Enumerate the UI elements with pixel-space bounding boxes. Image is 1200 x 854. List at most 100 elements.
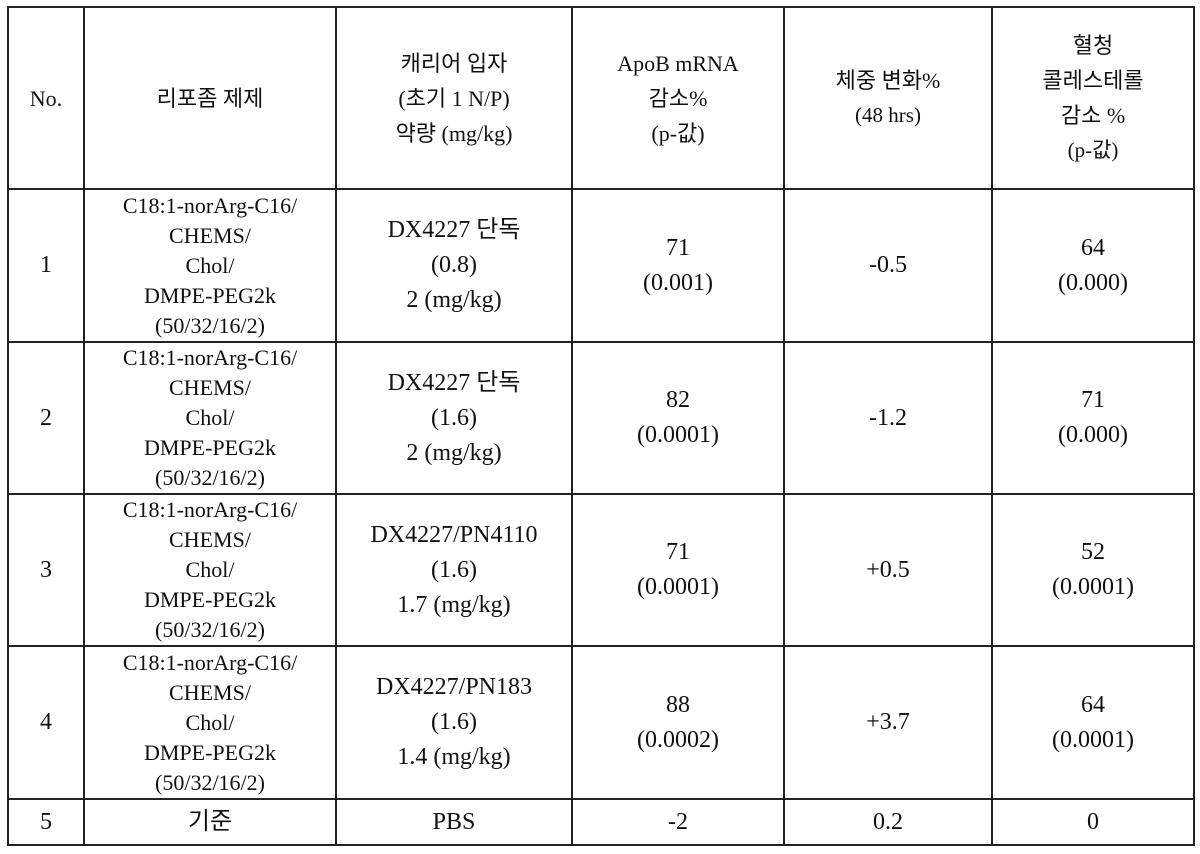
apob-pvalue: (0.0001) xyxy=(637,574,719,600)
cell-cholesterol: 0 xyxy=(991,798,1195,846)
header-formulation: 리포좀 제제 xyxy=(83,6,337,190)
carrier-line: DX4227/PN183 xyxy=(375,674,532,700)
header-formulation-text: 리포좀 제제 xyxy=(156,85,264,111)
formulation-line: Chol/ xyxy=(185,709,235,735)
header-weight: 체중 변화% (48 hrs) xyxy=(783,6,993,190)
cell-carrier: DX4227 단독 (1.6) 2 (mg/kg) xyxy=(335,341,573,495)
header-chol-line-1: 혈청 xyxy=(1072,33,1114,58)
header-chol-line-2: 콜레스테롤 xyxy=(1042,68,1144,93)
chol-value: 0 xyxy=(1087,808,1099,835)
cell-formulation: C18:1-norArg-C16/ CHEMS/ Chol/ DMPE-PEG2… xyxy=(83,341,337,495)
chol-value: 71 xyxy=(1081,387,1105,413)
formulation-line: CHEMS/ xyxy=(169,679,251,705)
header-row: No. 리포좀 제제 캐리어 입자 (초기 1 N/P) 약량 (mg/kg) … xyxy=(7,6,1195,190)
results-table: No. 리포좀 제제 캐리어 입자 (초기 1 N/P) 약량 (mg/kg) … xyxy=(7,6,1195,846)
formulation-line: Chol/ xyxy=(185,557,235,582)
formulation-line: CHEMS/ xyxy=(169,222,251,248)
formulation-line: C18:1-norArg-C16/ xyxy=(122,497,298,522)
header-no-text: No. xyxy=(29,85,63,111)
formulation-line: 기준 xyxy=(187,808,233,835)
apob-value: 82 xyxy=(666,387,690,413)
formulation-line: (50/32/16/2) xyxy=(155,769,265,795)
cell-formulation: C18:1-norArg-C16/ CHEMS/ Chol/ DMPE-PEG2… xyxy=(83,188,337,343)
cell-carrier: DX4227/PN4110 (1.6) 1.7 (mg/kg) xyxy=(335,493,573,647)
header-carrier-line-2: (초기 1 N/P) xyxy=(398,85,510,111)
weight-value: 0.2 xyxy=(873,808,903,835)
header-apob-line-2: 감소% xyxy=(648,85,708,111)
cell-apob: 71 (0.001) xyxy=(571,188,785,343)
carrier-line: 1.4 (mg/kg) xyxy=(397,744,511,770)
apob-value: 71 xyxy=(666,539,690,565)
header-apob-line-1: ApoB mRNA xyxy=(617,50,739,76)
weight-value: -1.2 xyxy=(869,404,907,431)
cell-carrier: DX4227/PN183 (1.6) 1.4 (mg/kg) xyxy=(335,645,573,800)
carrier-line: DX4227/PN4110 xyxy=(370,521,538,548)
header-chol-line-4: (p-값) xyxy=(1067,138,1119,162)
header-chol-line-3: 감소 % xyxy=(1060,103,1126,128)
formulation-line: (50/32/16/2) xyxy=(155,465,265,490)
apob-pvalue: (0.001) xyxy=(643,269,713,296)
document-page: No. 리포좀 제제 캐리어 입자 (초기 1 N/P) 약량 (mg/kg) … xyxy=(7,6,1195,846)
carrier-line: DX4227 단독 xyxy=(387,217,521,243)
apob-pvalue: (0.0002) xyxy=(637,726,719,753)
chol-pvalue: (0.0001) xyxy=(1052,726,1134,753)
apob-pvalue: (0.0001) xyxy=(637,422,719,448)
formulation-line: DMPE-PEG2k xyxy=(143,435,276,460)
cell-weight: -0.5 xyxy=(783,188,993,343)
cell-no-text: 1 xyxy=(40,252,52,278)
carrier-line: (1.6) xyxy=(431,556,477,583)
chol-value: 64 xyxy=(1081,234,1105,261)
formulation-line: Chol/ xyxy=(185,405,235,430)
header-apob-line-3: (p-값) xyxy=(651,120,705,146)
carrier-line: DX4227 단독 xyxy=(387,369,521,396)
cell-weight: +0.5 xyxy=(783,493,993,647)
header-weight-line-1: 체중 변화% xyxy=(835,68,941,93)
header-cholesterol: 혈청 콜레스테롤 감소 % (p-값) xyxy=(991,6,1195,190)
header-no: No. xyxy=(7,6,85,190)
header-apob: ApoB mRNA 감소% (p-값) xyxy=(571,6,785,190)
cell-no: 5 xyxy=(7,798,85,846)
cell-no-text: 5 xyxy=(40,808,52,835)
header-weight-line-2: (48 hrs) xyxy=(855,103,921,127)
chol-pvalue: (0.000) xyxy=(1058,269,1128,296)
carrier-line: (1.6) xyxy=(431,404,477,431)
formulation-line: DMPE-PEG2k xyxy=(143,587,276,612)
cell-cholesterol: 64 (0.0001) xyxy=(991,645,1195,800)
cell-no: 1 xyxy=(7,188,85,343)
cell-weight: +3.7 xyxy=(783,645,993,800)
cell-apob: 71 (0.0001) xyxy=(571,493,785,647)
cell-no-text: 2 xyxy=(40,404,52,431)
chol-pvalue: (0.0001) xyxy=(1052,574,1134,600)
formulation-line: (50/32/16/2) xyxy=(155,312,265,338)
cell-no-text: 4 xyxy=(40,709,52,735)
apob-value: 71 xyxy=(666,234,690,261)
cell-formulation: C18:1-norArg-C16/ CHEMS/ Chol/ DMPE-PEG2… xyxy=(83,493,337,647)
header-carrier-line-3: 약량 (mg/kg) xyxy=(395,120,513,146)
carrier-line: (1.6) xyxy=(431,709,477,735)
apob-value: -2 xyxy=(668,808,688,835)
cell-cholesterol: 52 (0.0001) xyxy=(991,493,1195,647)
carrier-line: 2 (mg/kg) xyxy=(406,439,502,466)
formulation-line: Chol/ xyxy=(185,252,235,278)
table-row: 2 C18:1-norArg-C16/ CHEMS/ Chol/ DMPE-PE… xyxy=(7,341,1195,495)
cell-formulation: C18:1-norArg-C16/ CHEMS/ Chol/ DMPE-PEG2… xyxy=(83,645,337,800)
cell-no: 4 xyxy=(7,645,85,800)
formulation-line: DMPE-PEG2k xyxy=(143,739,276,765)
header-carrier: 캐리어 입자 (초기 1 N/P) 약량 (mg/kg) xyxy=(335,6,573,190)
formulation-line: C18:1-norArg-C16/ xyxy=(122,192,298,218)
formulation-line: DMPE-PEG2k xyxy=(143,282,276,308)
cell-weight: 0.2 xyxy=(783,798,993,846)
formulation-line: C18:1-norArg-C16/ xyxy=(122,345,298,370)
table-row: 1 C18:1-norArg-C16/ CHEMS/ Chol/ DMPE-PE… xyxy=(7,188,1195,343)
cell-no: 2 xyxy=(7,341,85,495)
table-row: 3 C18:1-norArg-C16/ CHEMS/ Chol/ DMPE-PE… xyxy=(7,493,1195,647)
formulation-line: C18:1-norArg-C16/ xyxy=(122,649,298,675)
cell-apob: 88 (0.0002) xyxy=(571,645,785,800)
formulation-line: CHEMS/ xyxy=(169,375,251,400)
chol-value: 52 xyxy=(1081,539,1105,565)
cell-carrier: DX4227 단독 (0.8) 2 (mg/kg) xyxy=(335,188,573,343)
header-carrier-line-1: 캐리어 입자 xyxy=(400,50,508,76)
table-row: 5 기준 PBS -2 0.2 0 xyxy=(7,798,1195,846)
cell-cholesterol: 71 (0.000) xyxy=(991,341,1195,495)
carrier-line: 2 (mg/kg) xyxy=(406,287,502,313)
